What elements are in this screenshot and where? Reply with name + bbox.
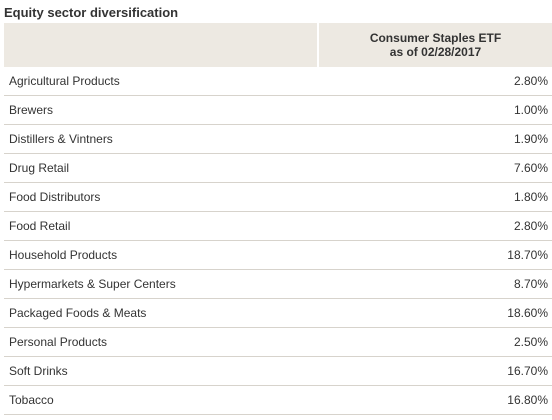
fund-column-header: Consumer Staples ETF as of 02/28/2017 [318, 23, 552, 67]
table-row: Food Retail 2.80% [4, 211, 552, 241]
table-row: Soft Drinks 16.70% [4, 356, 552, 386]
sector-weight-cell: 1.90% [318, 124, 552, 154]
sector-name-cell: Personal Products [4, 327, 318, 357]
sector-name-cell: Packaged Foods & Meats [4, 298, 318, 328]
table-row: Brewers 1.00% [4, 95, 552, 125]
sector-name-cell: Distillers & Vintners [4, 124, 318, 154]
table-row: Household Products 18.70% [4, 240, 552, 270]
table-body: Agricultural Products 2.80% Brewers 1.00% Di… [4, 67, 552, 415]
sector-weight-cell: 1.80% [318, 182, 552, 212]
table-row: Personal Products 2.50% [4, 327, 552, 357]
sector-weight-cell: 16.80% [318, 385, 552, 415]
sector-weight-cell: 8.70% [318, 269, 552, 299]
table-row: Agricultural Products 2.80% [4, 67, 552, 96]
sector-weight-cell: 18.70% [318, 240, 552, 270]
sector-weight-cell: 2.80% [318, 211, 552, 241]
sector-weight-cell: 7.60% [318, 153, 552, 183]
sector-name-cell: Household Products [4, 240, 318, 270]
table-row: Tobacco 16.80% [4, 385, 552, 415]
fund-name-label: Consumer Staples ETF [369, 31, 502, 45]
sector-name-cell: Agricultural Products [4, 67, 318, 96]
sector-weight-cell: 1.00% [318, 95, 552, 125]
sector-weight-cell: 2.50% [318, 327, 552, 357]
table-row: Drug Retail 7.60% [4, 153, 552, 183]
sector-name-cell: Brewers [4, 95, 318, 125]
table-row: Distillers & Vintners 1.90% [4, 124, 552, 154]
section-title: Equity sector diversification [4, 5, 179, 20]
sector-weight-cell: 2.80% [318, 67, 552, 96]
sector-name-cell: Food Retail [4, 211, 318, 241]
table-header: Consumer Staples ETF as of 02/28/2017 [4, 23, 552, 67]
table-row: Food Distributors 1.80% [4, 182, 552, 212]
as-of-date-label: as of 02/28/2017 [389, 45, 482, 59]
table-row: Packaged Foods & Meats 18.60% [4, 298, 552, 328]
sector-name-cell: Drug Retail [4, 153, 318, 183]
sector-diversification-table: Consumer Staples ETF as of 02/28/2017 Ag… [4, 23, 552, 415]
sector-name-cell: Food Distributors [4, 182, 318, 212]
sector-weight-cell: 18.60% [318, 298, 552, 328]
header-row: Consumer Staples ETF as of 02/28/2017 [4, 23, 552, 67]
sector-name-cell: Soft Drinks [4, 356, 318, 386]
sector-name-cell: Tobacco [4, 385, 318, 415]
sector-weight-cell: 16.70% [318, 356, 552, 386]
table-row: Hypermarkets & Super Centers 8.70% [4, 269, 552, 299]
sector-column-header [4, 23, 319, 67]
sector-name-cell: Hypermarkets & Super Centers [4, 269, 318, 299]
